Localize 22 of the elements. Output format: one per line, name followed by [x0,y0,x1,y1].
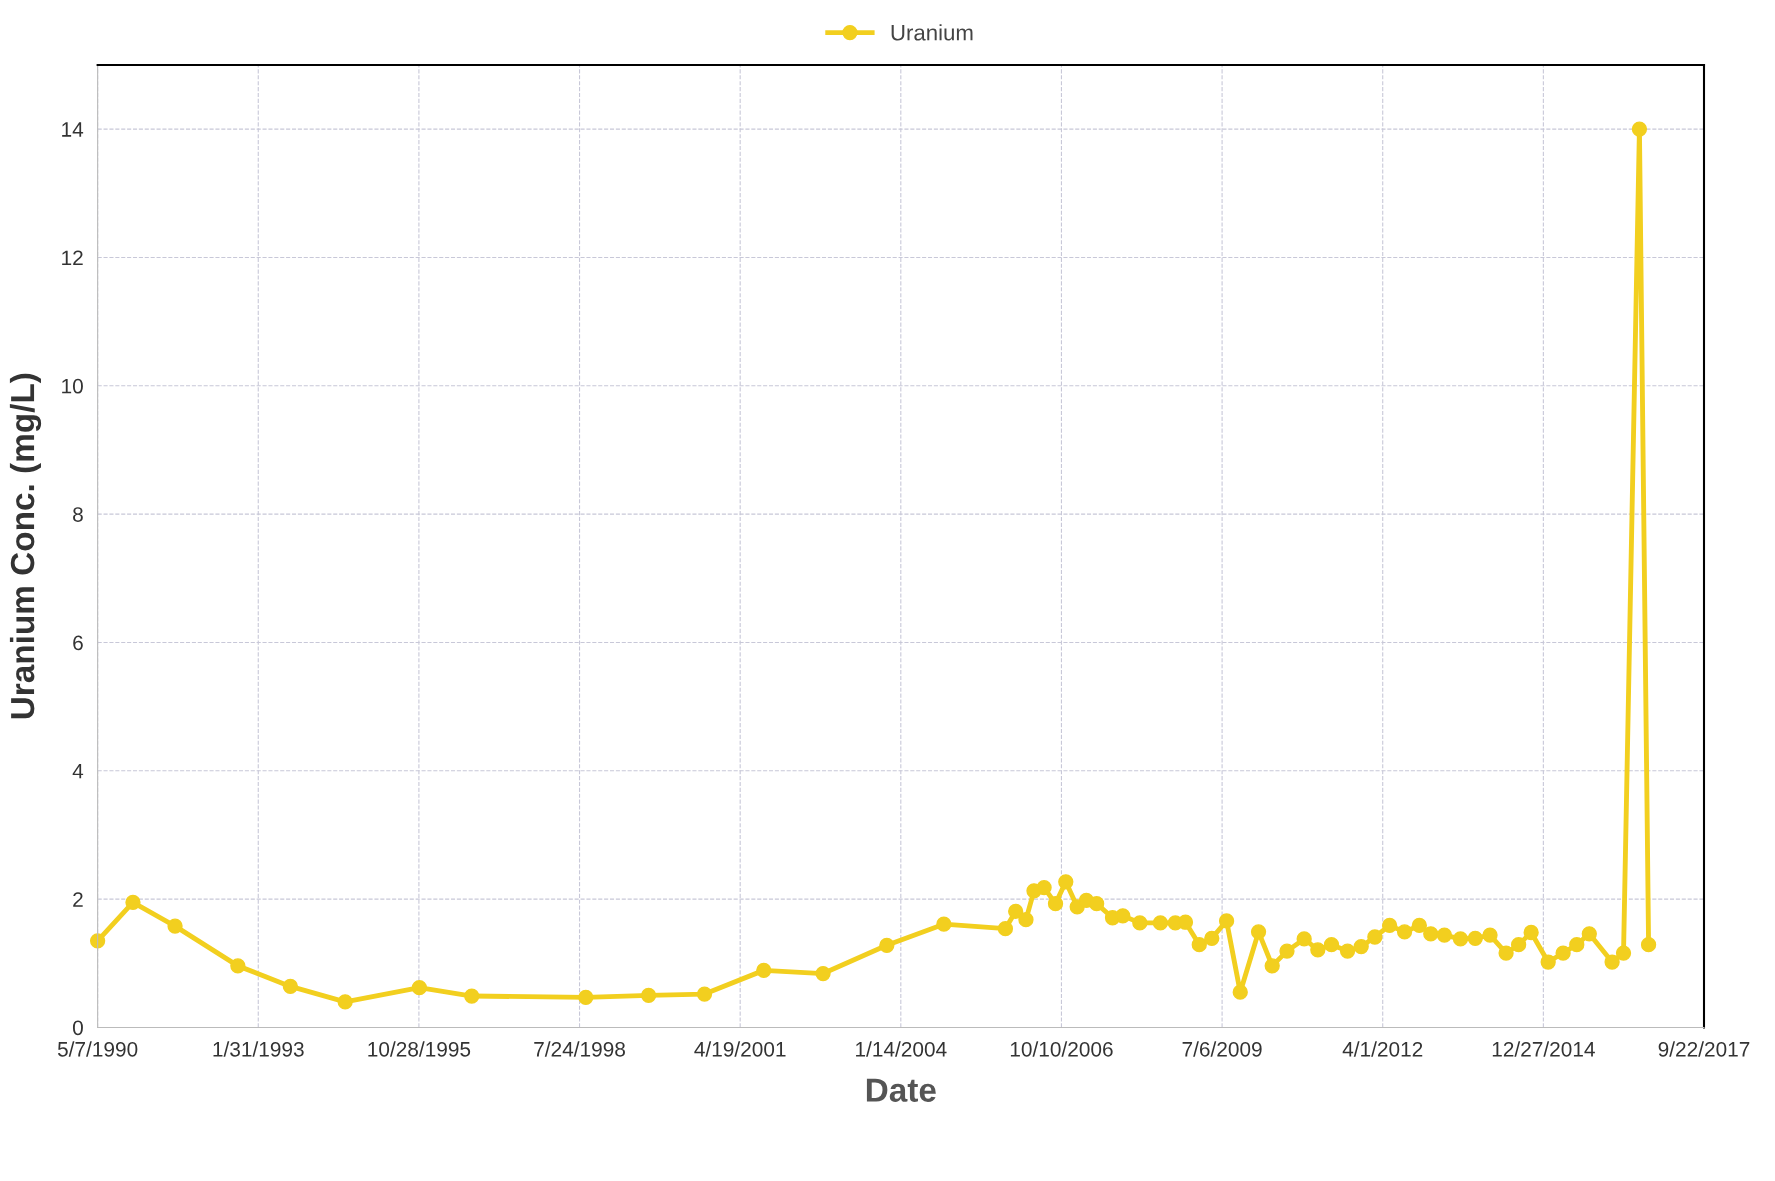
x-tick-label: 10/28/1995 [368,1041,471,1057]
y-tick-label: 2 [73,892,83,907]
y-axis-title: Uranium Conc. (mg/L) [9,373,42,719]
y-tick-label: 4 [72,764,84,779]
x-tick-label: 9/22/2017 [1658,1041,1750,1057]
y-tick-label: 10 [62,378,83,394]
x-tick-label: 4/1/2012 [1342,1041,1423,1057]
legend-label: Uranium [891,24,973,41]
y-tick-label: 12 [62,250,83,266]
x-tick-label: 7/24/1998 [534,1041,625,1057]
x-tick-label: 10/10/2006 [1010,1041,1113,1057]
y-tick-label: 6 [73,635,83,651]
x-tick-label: 1/14/2004 [856,1041,947,1057]
x-tick-label: 1/31/1993 [213,1041,304,1057]
x-tick-label: 4/19/2001 [694,1041,786,1057]
y-tick-label: 14 [62,122,84,137]
x-tick-label: 5/7/1990 [57,1041,138,1057]
y-tick-label: 8 [73,507,83,522]
x-axis-title: Date [866,1078,936,1102]
y-tick-label: 0 [72,1020,83,1036]
x-tick-label: 7/6/2009 [1182,1041,1262,1057]
x-tick-label: 12/27/2014 [1492,1041,1595,1057]
